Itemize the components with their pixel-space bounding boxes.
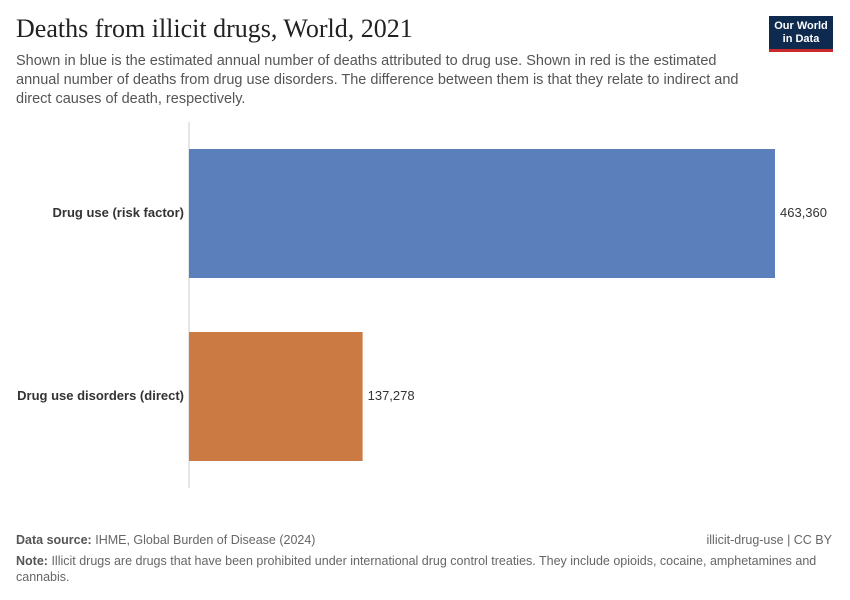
logo[interactable]: Our World in Data xyxy=(769,16,833,52)
category-label: Drug use (risk factor) xyxy=(53,205,184,220)
value-label: 463,360 xyxy=(780,205,827,220)
logo-line: Our World xyxy=(774,20,828,32)
slug[interactable]: illicit-drug-use | CC BY xyxy=(706,533,832,547)
source: Data source: IHME, Global Burden of Dise… xyxy=(16,533,315,547)
note-label: Note: xyxy=(16,554,48,568)
chart-title: Deaths from illicit drugs, World, 2021 xyxy=(16,14,413,43)
source-text: IHME, Global Burden of Disease (2024) xyxy=(95,533,316,547)
chart-subtitle: Shown in blue is the estimated annual nu… xyxy=(16,53,739,107)
bar xyxy=(189,149,775,278)
note: Note: Illicit drugs are drugs that have … xyxy=(16,553,831,585)
bar xyxy=(189,332,363,461)
chart: Drug use (risk factor) 463,360 Drug use di… xyxy=(17,122,827,488)
source-label: Data source: xyxy=(16,533,92,547)
note-text: Illicit drugs are drugs that have been p… xyxy=(16,554,817,584)
category-label: Drug use disorders (direct) xyxy=(17,388,184,403)
logo-line: in Data xyxy=(782,32,820,45)
value-label: 137,278 xyxy=(368,388,415,403)
